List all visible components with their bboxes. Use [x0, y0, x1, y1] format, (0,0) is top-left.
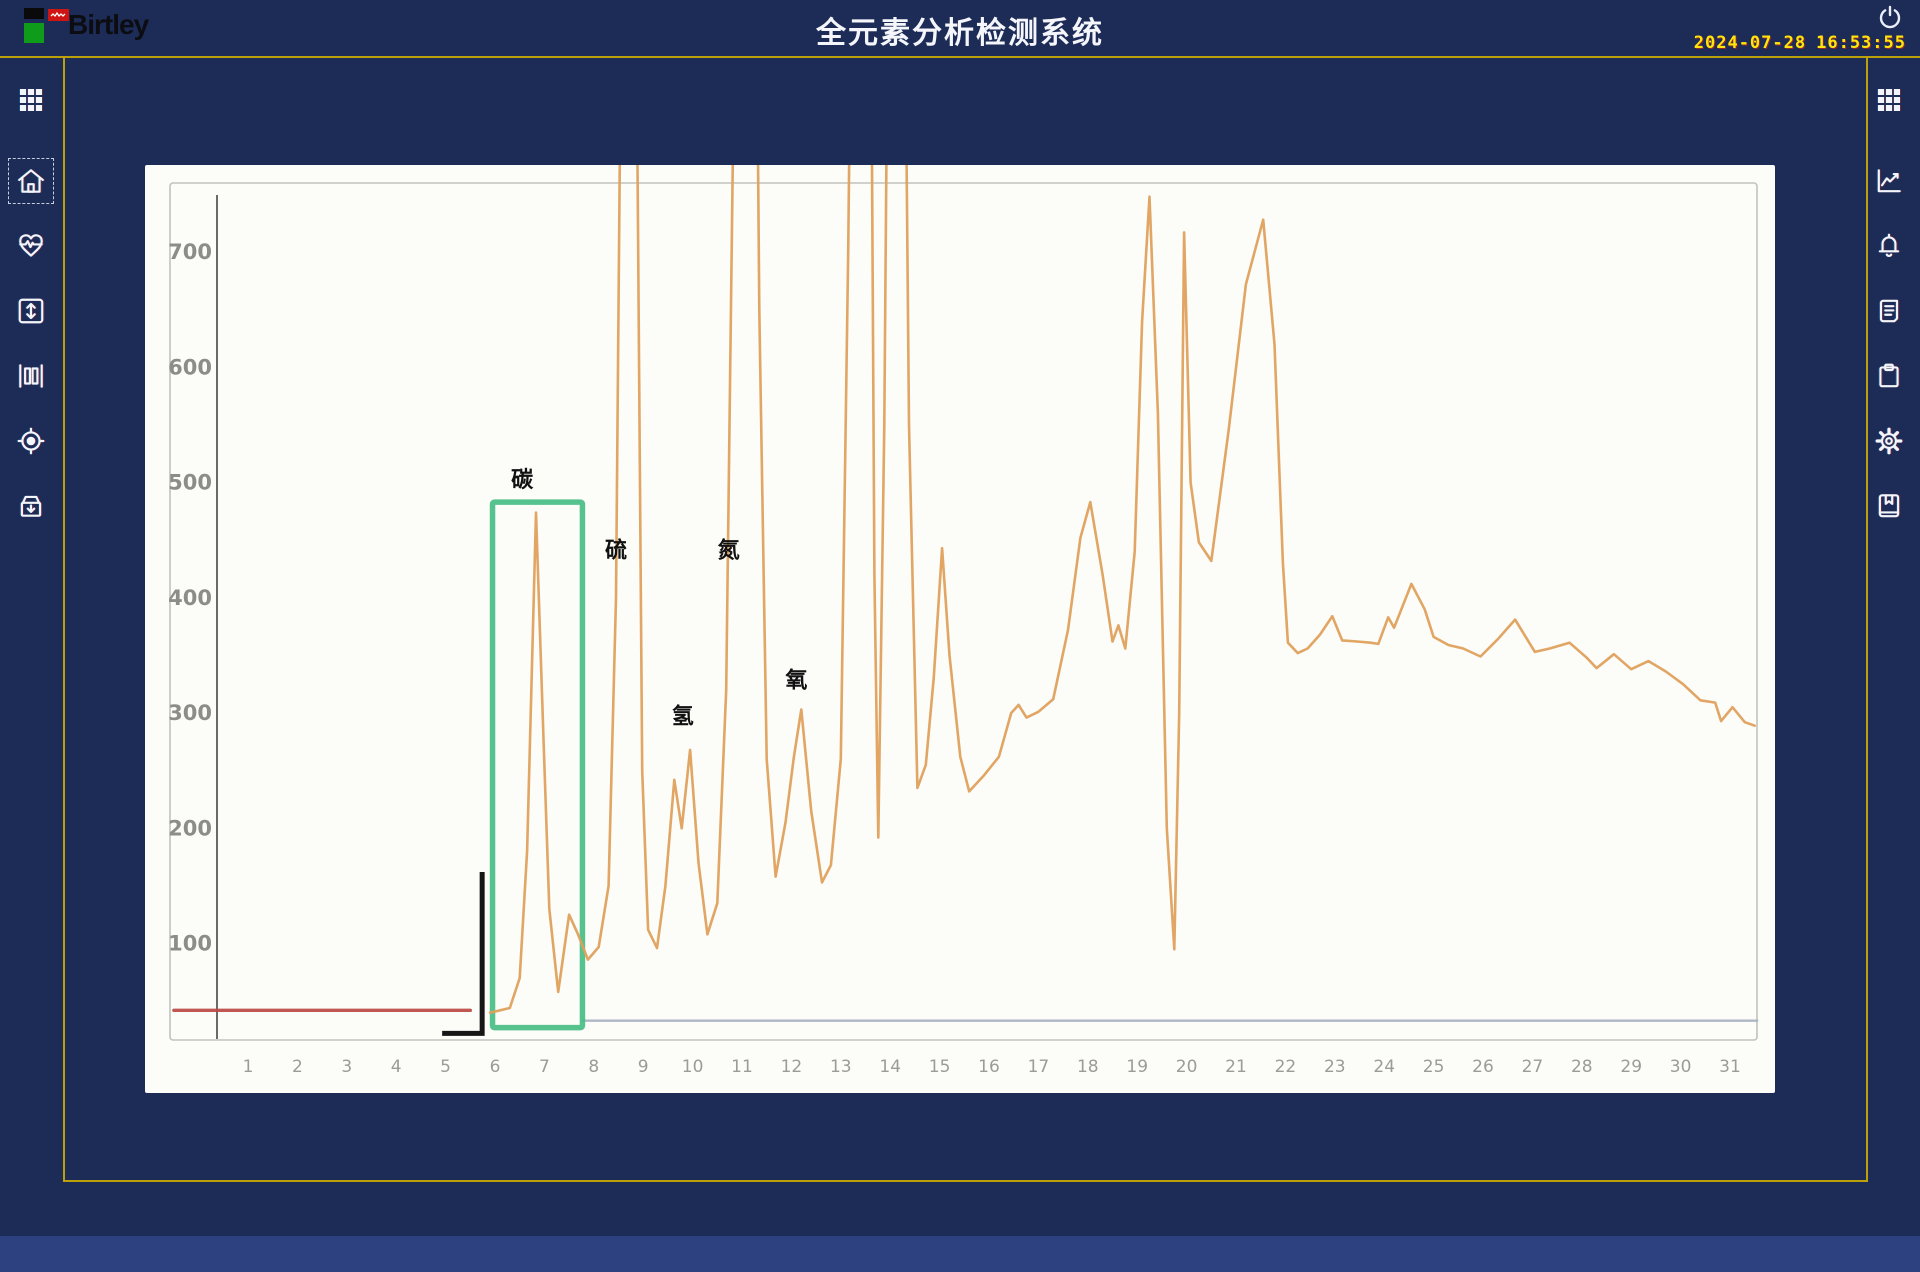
x-tick-label: 24 — [1373, 1057, 1395, 1077]
element-label: 硫 — [605, 537, 627, 562]
bell-icon — [1878, 233, 1900, 257]
gear-icon — [1875, 427, 1903, 455]
vertical-arrows-icon — [18, 298, 44, 324]
time-text: 16:53:55 — [1816, 33, 1906, 53]
document-icon — [1879, 299, 1899, 323]
header: Birtley 全元素分析检测系统 2024-07-28 16:53:55 — [0, 0, 1920, 57]
clipboard-icon — [1879, 363, 1899, 388]
ruler-bars-icon — [19, 364, 43, 388]
element-label: 碳 — [511, 467, 534, 492]
sidebar-item-vertical-range[interactable] — [8, 288, 54, 334]
selection-bracket — [442, 872, 485, 1036]
x-tick-label: 7 — [539, 1057, 550, 1077]
power-icon[interactable] — [1878, 5, 1902, 29]
date-text: 2024-07-28 — [1693, 33, 1807, 53]
x-tick-label: 8 — [588, 1057, 599, 1077]
divider-right — [1866, 57, 1868, 1181]
y-tick-label: 700 — [168, 240, 212, 264]
divider-top — [0, 56, 1920, 58]
bookmark-book-icon — [1878, 494, 1900, 518]
x-tick-label: 21 — [1225, 1057, 1247, 1077]
x-tick-label: 2 — [292, 1057, 303, 1077]
apps-grid-icon — [20, 89, 42, 111]
logo-red-square — [48, 9, 69, 21]
target-icon — [17, 427, 45, 455]
x-tick-label: 3 — [341, 1057, 352, 1077]
x-tick-label: 10 — [682, 1057, 704, 1077]
x-tick-label: 31 — [1719, 1057, 1741, 1077]
sidebar-item-home[interactable] — [8, 158, 54, 204]
home-icon — [18, 169, 44, 193]
logo-mark — [24, 6, 70, 44]
divider-left — [63, 57, 65, 1181]
heartbeat-icon — [19, 234, 43, 257]
x-tick-label: 30 — [1670, 1057, 1692, 1077]
x-tick-label: 16 — [978, 1057, 1000, 1077]
line-chart-icon — [1877, 169, 1901, 193]
apps-grid-icon — [1878, 89, 1900, 111]
y-tick-label: 400 — [168, 586, 212, 610]
left-sidebar — [0, 57, 62, 548]
x-tick-label: 19 — [1126, 1057, 1148, 1077]
sidebar-item-settings[interactable] — [1866, 418, 1912, 464]
carbon-region-box — [489, 499, 586, 1031]
sidebar-item-bookmark[interactable] — [1866, 483, 1912, 529]
sidebar-item-target[interactable] — [8, 418, 54, 464]
x-tick-label: 1 — [243, 1057, 254, 1077]
y-tick-label: 600 — [168, 355, 212, 379]
footer-bar — [0, 1236, 1920, 1272]
x-tick-label: 27 — [1522, 1057, 1544, 1077]
datetime: 2024-07-28 16:53:55 — [1694, 33, 1906, 53]
brand-logo: Birtley — [24, 6, 149, 44]
x-tick-label: 9 — [638, 1057, 649, 1077]
x-tick-label: 26 — [1472, 1057, 1494, 1077]
x-tick-label: 5 — [440, 1057, 451, 1077]
x-tick-label: 18 — [1077, 1057, 1099, 1077]
sidebar-item-measure[interactable] — [8, 353, 54, 399]
sidebar-item-tasks[interactable] — [1866, 353, 1912, 399]
sidebar-item-apps-right[interactable] — [1866, 77, 1912, 123]
sidebar-item-apps[interactable] — [8, 77, 54, 123]
x-tick-label: 11 — [731, 1057, 753, 1077]
element-label: 氮 — [718, 537, 740, 562]
y-tick-label: 100 — [168, 932, 212, 956]
logo-black-square — [24, 8, 44, 19]
x-tick-label: 15 — [929, 1057, 951, 1077]
x-tick-label: 22 — [1275, 1057, 1297, 1077]
sidebar-item-archive[interactable] — [8, 483, 54, 529]
y-tick-label: 500 — [168, 471, 212, 495]
archive-box-icon — [20, 495, 42, 517]
sidebar-item-trend[interactable] — [1866, 158, 1912, 204]
logo-green-square — [24, 23, 44, 43]
x-tick-label: 17 — [1028, 1057, 1050, 1077]
x-tick-label: 6 — [490, 1057, 501, 1077]
chart-frame — [169, 182, 1758, 1041]
sidebar-item-monitor[interactable] — [8, 223, 54, 269]
x-tick-label: 29 — [1620, 1057, 1642, 1077]
right-sidebar — [1858, 57, 1920, 548]
x-tick-label: 13 — [830, 1057, 852, 1077]
x-tick-label: 4 — [391, 1057, 402, 1077]
y-tick-label: 300 — [168, 701, 212, 725]
page-title: 全元素分析检测系统 — [816, 17, 1104, 50]
chromatogram-panel: 100 200 300 400 500 600 700 1 2 3 4 5 6 7 8 9 10 11 12 13 14… — [145, 165, 1775, 1093]
element-label: 氢 — [672, 703, 694, 728]
divider-bottom — [63, 1180, 1868, 1182]
logo-text: Birtley — [68, 9, 149, 40]
sidebar-item-report[interactable] — [1866, 288, 1912, 334]
y-tick-label: 200 — [168, 816, 212, 840]
x-tick-label: 12 — [781, 1057, 803, 1077]
chromatogram-trace — [488, 165, 1756, 1014]
x-tick-label: 25 — [1423, 1057, 1445, 1077]
x-tick-label: 14 — [879, 1057, 901, 1077]
x-tick-label: 28 — [1571, 1057, 1593, 1077]
element-label: 氧 — [784, 668, 807, 693]
sidebar-item-alarms[interactable] — [1866, 223, 1912, 269]
x-tick-label: 23 — [1324, 1057, 1346, 1077]
x-tick-label: 20 — [1176, 1057, 1198, 1077]
